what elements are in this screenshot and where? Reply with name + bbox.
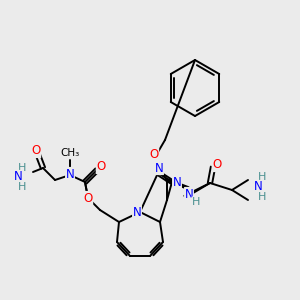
Text: CH₃: CH₃ [60,148,80,158]
Text: N: N [154,161,164,175]
Text: H: H [258,172,266,182]
Text: H: H [192,197,200,207]
Text: H: H [18,182,26,192]
Text: N: N [254,181,262,194]
Text: N: N [172,176,182,190]
Text: N: N [184,188,194,200]
Text: O: O [83,191,93,205]
Text: N: N [133,206,141,218]
Text: N: N [66,167,74,181]
Text: H: H [18,163,26,173]
Text: O: O [149,148,159,160]
Text: O: O [212,158,222,172]
Text: O: O [32,145,40,158]
Text: O: O [96,160,106,173]
Text: H: H [258,192,266,202]
Text: N: N [14,170,22,184]
